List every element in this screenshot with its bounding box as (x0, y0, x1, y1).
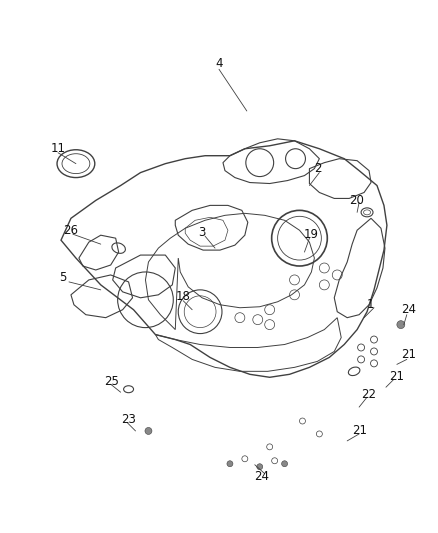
Circle shape (282, 461, 288, 467)
Text: 24: 24 (254, 470, 269, 483)
Text: 25: 25 (104, 375, 119, 388)
Text: 21: 21 (352, 424, 367, 438)
Text: 23: 23 (120, 413, 135, 425)
Text: 26: 26 (63, 224, 78, 237)
Circle shape (397, 321, 405, 329)
Text: 5: 5 (59, 271, 67, 285)
Text: 20: 20 (349, 194, 364, 207)
Text: 19: 19 (304, 228, 318, 241)
Text: 2: 2 (314, 162, 322, 175)
Text: 24: 24 (401, 303, 416, 316)
Text: 3: 3 (198, 225, 205, 239)
Circle shape (257, 464, 263, 470)
Text: 4: 4 (215, 57, 223, 70)
Text: 1: 1 (367, 298, 374, 311)
Text: 18: 18 (175, 290, 190, 303)
Text: 21: 21 (401, 348, 416, 361)
Circle shape (227, 461, 233, 467)
Circle shape (145, 427, 152, 434)
Text: 21: 21 (389, 370, 404, 383)
Text: 22: 22 (361, 387, 376, 401)
Text: 11: 11 (50, 142, 66, 155)
